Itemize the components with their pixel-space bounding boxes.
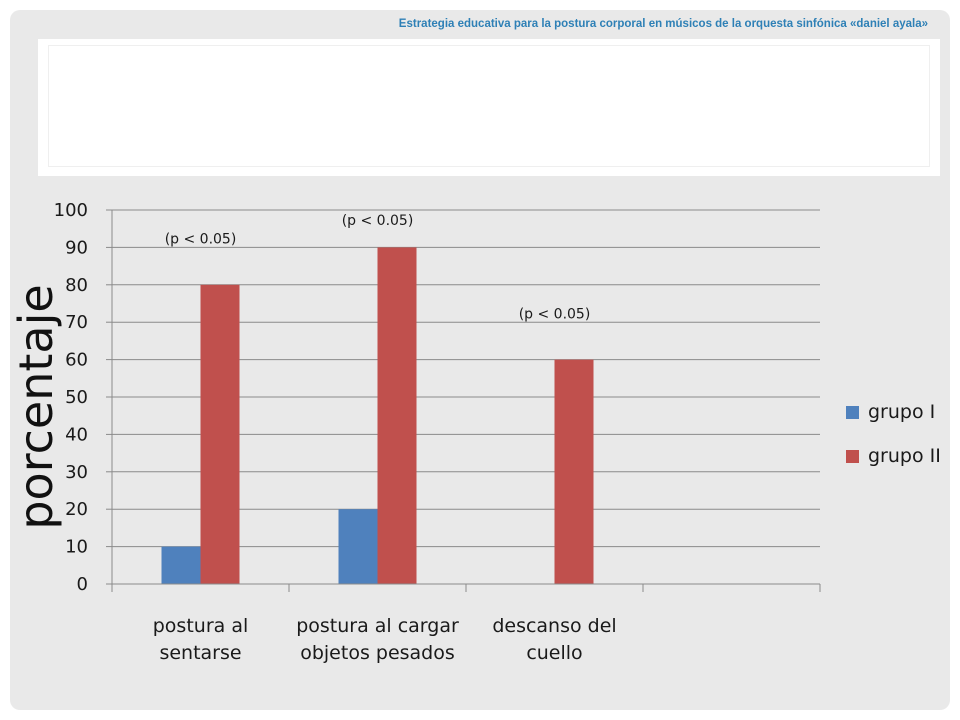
p-value-annotation: (p < 0.05): [165, 232, 237, 248]
y-tick-label: 70: [65, 312, 88, 333]
legend-swatch: [846, 450, 859, 463]
y-tick-label: 100: [54, 200, 88, 221]
p-value-annotation: (p < 0.05): [519, 306, 591, 322]
bar-2-1: [200, 284, 240, 584]
bars: [161, 247, 594, 584]
annotations: (p < 0.05) (p < 0.05) (p < 0.05): [165, 213, 591, 322]
category-label: cuello: [526, 642, 582, 664]
bar-2-3: [554, 359, 594, 584]
bar-2-2: [377, 247, 417, 584]
category-label: sentarse: [159, 642, 241, 664]
y-tick-label: 80: [65, 275, 88, 296]
legend-label: grupo I: [868, 401, 935, 423]
y-tick-label: 20: [65, 499, 88, 520]
y-tick-label: 0: [77, 574, 88, 595]
category-label: postura al cargar: [296, 615, 459, 637]
category-label: postura al: [153, 615, 249, 637]
slide-header: Estrategia educativa para la postura cor…: [398, 18, 928, 30]
legend-label: grupo II: [868, 445, 941, 467]
title-placeholder: [38, 39, 940, 176]
bar-1-1: [161, 546, 201, 584]
y-axis-label: porcentaje: [9, 284, 63, 529]
legend-swatch: [846, 406, 859, 419]
category-label: objetos pesados: [300, 642, 455, 664]
category-labels: postura al sentarse postura al cargar objet…: [153, 615, 617, 664]
y-tick-label: 60: [65, 350, 88, 371]
p-value-annotation: (p < 0.05): [342, 213, 414, 229]
category-label: descanso del: [492, 615, 616, 637]
y-tick-labels: 0 10 20 30 40 50 60 70 80 90 100: [54, 200, 88, 595]
y-tick-label: 30: [65, 462, 88, 483]
legend: grupo I grupo II: [846, 401, 941, 467]
y-tick-label: 10: [65, 537, 88, 558]
y-tick-label: 50: [65, 387, 88, 408]
title-inner-box: [48, 45, 930, 167]
y-tick-label: 40: [65, 424, 88, 445]
y-tick-label: 90: [65, 237, 88, 258]
axes: [106, 209, 821, 592]
bar-1-2: [338, 509, 378, 584]
